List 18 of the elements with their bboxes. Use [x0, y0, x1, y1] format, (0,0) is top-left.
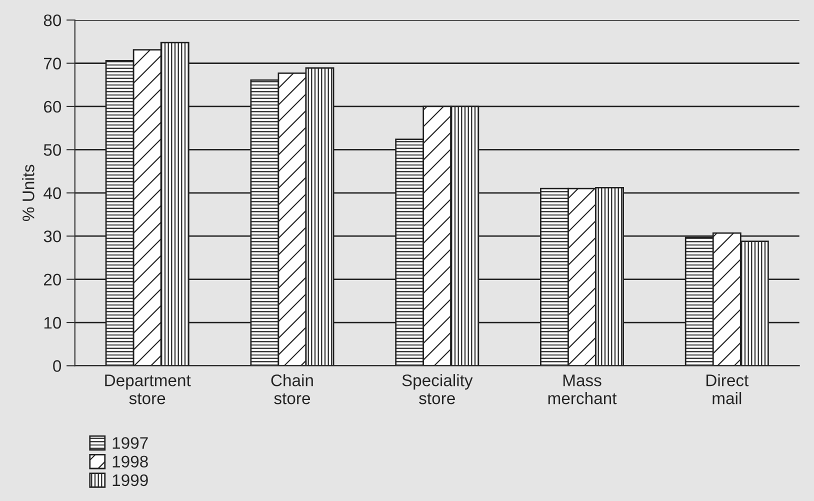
legend-label: 1997	[112, 437, 148, 449]
y-tick-label: 10	[44, 316, 62, 329]
legend-label: 1998	[112, 456, 148, 468]
y-tick-label: 20	[44, 274, 62, 286]
x-tick-label: Department store	[105, 374, 191, 404]
x-tick-label: Chain store	[271, 374, 313, 404]
y-axis-title: % Units	[22, 164, 34, 221]
legend-label: 1999	[112, 474, 148, 486]
y-tick-label: 30	[44, 230, 62, 242]
y-tick-label: 50	[44, 144, 62, 156]
y-tick-label: 70	[44, 58, 62, 70]
x-tick-label: Speciality store	[402, 374, 473, 404]
x-tick-label: Direct mail	[706, 374, 749, 404]
y-tick-label: 40	[44, 187, 62, 200]
x-tick-label: Mass merchant	[548, 374, 617, 404]
y-tick-label: 80	[44, 14, 62, 26]
y-tick-label: 60	[44, 100, 62, 113]
y-tick-label: 0	[53, 360, 62, 372]
